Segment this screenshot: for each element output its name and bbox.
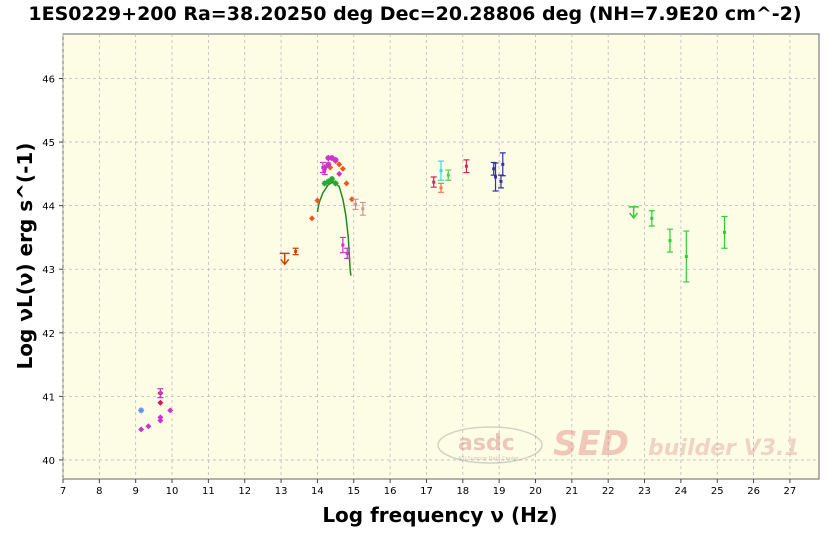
data-point-star — [325, 178, 332, 185]
x-tick-label: 15 — [347, 486, 360, 497]
data-point-center — [650, 216, 654, 220]
x-tick-label: 24 — [675, 486, 688, 497]
x-tick-label: 11 — [202, 486, 215, 497]
x-tick-label: 9 — [133, 486, 139, 497]
data-point-star — [332, 180, 339, 187]
data-point-center — [323, 169, 327, 173]
x-tick-label: 14 — [311, 486, 324, 497]
data-point-center — [464, 164, 468, 168]
x-tick-label: 7 — [60, 486, 66, 497]
y-tick-label: 40 — [42, 456, 55, 467]
x-tick-label: 26 — [747, 486, 760, 497]
data-point-center — [341, 243, 345, 247]
data-point-center — [499, 179, 503, 183]
watermark-suffix: builder V3.1 — [648, 436, 800, 461]
watermark-subtext: ASI Science Data Center — [458, 456, 520, 462]
watermark-logo-swoosh — [437, 426, 543, 464]
x-tick-label: 22 — [602, 486, 615, 497]
x-tick-label: 17 — [420, 486, 433, 497]
data-point-diamond — [308, 215, 315, 222]
y-tick-label: 45 — [42, 138, 55, 149]
data-point-center — [294, 249, 298, 253]
x-tick-label: 18 — [456, 486, 469, 497]
x-tick-label: 8 — [96, 486, 102, 497]
data-point-center — [345, 251, 349, 255]
x-tick-label: 25 — [711, 486, 724, 497]
x-tick-label: 21 — [565, 486, 578, 497]
data-point-upper-limit — [628, 206, 639, 220]
data-point-center — [361, 207, 365, 211]
x-axis-label: Log frequency ν (Hz) — [322, 503, 557, 527]
y-tick-label: 42 — [42, 329, 55, 340]
x-tick-label: 20 — [529, 486, 542, 497]
x-tick-label: 10 — [166, 486, 179, 497]
data-point-upper-limit — [279, 252, 290, 266]
data-point-star — [332, 156, 339, 163]
data-point-star — [325, 154, 332, 161]
watermark-logo: asdc — [458, 431, 515, 456]
data-point-center — [494, 175, 498, 179]
data-point-diamond — [314, 197, 321, 204]
data-point-center — [446, 173, 450, 177]
data-point-center — [432, 180, 436, 184]
x-tick-label: 27 — [784, 486, 797, 497]
data-point-diamond — [138, 426, 145, 433]
chart-title: 1ES0229+200 Ra=38.20250 deg Dec=20.28806… — [28, 3, 801, 25]
y-tick-label: 41 — [42, 392, 55, 403]
x-tick-label: 13 — [275, 486, 288, 497]
plot-area — [62, 33, 820, 480]
data-point-diamond — [157, 399, 164, 406]
data-point-star — [138, 407, 145, 414]
watermark: asdc ASI Science Data Center SED builder… — [437, 424, 800, 464]
y-tick-label: 46 — [42, 75, 55, 86]
data-point-center — [158, 391, 162, 395]
data-point-center — [684, 255, 688, 258]
data-point-center — [439, 186, 443, 190]
data-point-diamond — [145, 423, 152, 430]
data-point-center — [723, 230, 726, 234]
data-point-center — [501, 162, 505, 166]
data-point-diamond — [336, 170, 343, 177]
data-point-star — [328, 154, 335, 161]
data-point-diamond — [339, 165, 346, 172]
data-point-center — [668, 239, 672, 243]
x-tick-label: 16 — [384, 486, 397, 497]
grid-lines — [62, 34, 819, 479]
y-tick-label: 43 — [42, 265, 55, 276]
data-point-center — [354, 202, 358, 206]
data-point-star — [328, 175, 335, 182]
data-point-diamond — [348, 196, 355, 203]
x-tick-label: 12 — [238, 486, 251, 497]
data-points-layer — [138, 152, 728, 433]
data-point-diamond — [157, 414, 164, 421]
data-point-star — [321, 164, 328, 171]
axis-ticks: 7 8 9 10 11 12 13 14 15 16 17 18 19 20 21 22 23 24 25 26 27 4… — [42, 75, 796, 498]
data-point-diamond — [167, 407, 174, 414]
x-tick-label: 19 — [493, 486, 506, 497]
data-point-diamond — [343, 180, 350, 187]
data-point-center — [439, 169, 443, 173]
data-point-star — [321, 180, 328, 187]
data-point-star — [325, 161, 332, 168]
data-point-diamond — [157, 417, 164, 424]
y-axis-label: Log νL(ν) erg s^(-1) — [13, 143, 37, 370]
data-point-diamond — [336, 161, 343, 168]
data-point-center — [492, 167, 496, 171]
watermark-product: SED — [553, 424, 629, 464]
x-tick-label: 23 — [638, 486, 651, 497]
y-tick-label: 44 — [42, 202, 55, 213]
